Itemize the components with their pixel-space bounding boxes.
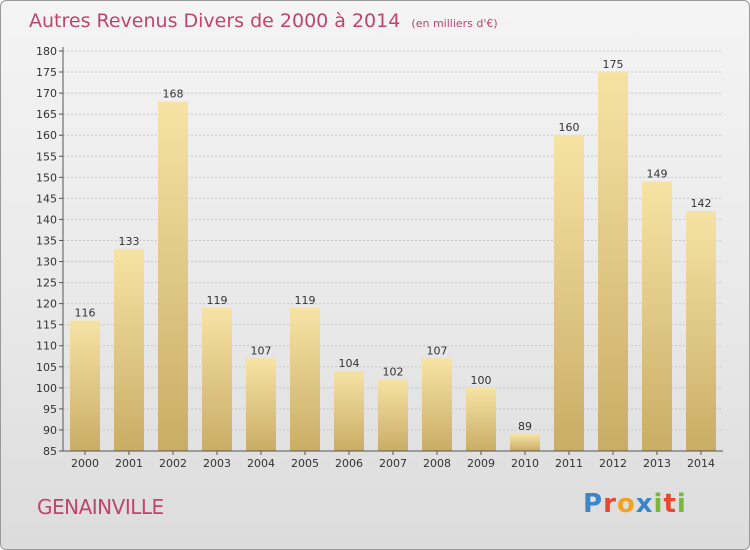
- y-tick-label: 100: [36, 382, 57, 395]
- data-label: 102: [383, 365, 404, 378]
- y-tick-label: 155: [36, 150, 57, 163]
- data-label: 142: [691, 197, 712, 210]
- y-tick-label: 115: [36, 319, 57, 332]
- x-tick-label: 2012: [599, 457, 627, 470]
- logo-letter: t: [663, 489, 677, 519]
- data-label: 107: [427, 344, 448, 357]
- y-tick-label: 165: [36, 108, 57, 121]
- bar: [422, 358, 452, 451]
- data-label: 168: [163, 88, 184, 101]
- bar: [202, 307, 232, 451]
- bar: [554, 135, 584, 452]
- y-tick-label: 145: [36, 192, 57, 205]
- bar: [70, 320, 100, 451]
- x-tick-label: 2005: [291, 457, 319, 470]
- bar: [290, 307, 320, 451]
- y-tick-label: 150: [36, 171, 57, 184]
- logo-letter: i: [653, 489, 664, 519]
- y-tick-label: 110: [36, 340, 57, 353]
- data-label: 116: [75, 306, 96, 319]
- x-tick-label: 2001: [115, 457, 143, 470]
- y-tick-label: 140: [36, 213, 57, 226]
- y-tick-label: 90: [43, 424, 57, 437]
- y-tick-label: 95: [43, 403, 57, 416]
- bar: [114, 248, 144, 451]
- chart-title: Autres Revenus Divers de 2000 à 2014 (en…: [29, 10, 498, 32]
- logo-letter: P: [583, 489, 604, 519]
- y-tick-label: 105: [36, 361, 57, 374]
- x-tick-label: 2000: [71, 457, 99, 470]
- data-label: 107: [251, 344, 272, 357]
- bar: [510, 434, 540, 451]
- x-tick-label: 2007: [379, 457, 407, 470]
- data-label: 104: [339, 357, 360, 370]
- data-label: 175: [603, 58, 624, 71]
- data-label: 119: [295, 294, 316, 307]
- bar: [642, 181, 672, 452]
- chart-title-main: Autres Revenus Divers de 2000 à 2014: [29, 10, 401, 32]
- data-label: 160: [559, 121, 580, 134]
- y-tick-label: 85: [43, 445, 57, 458]
- axes: 85 90 95 100 105 110 115 120 125 130 135 140 145 150 1…: [36, 45, 723, 470]
- y-tick-label: 160: [36, 129, 57, 142]
- chart-title-unit: (en milliers d'€): [411, 17, 498, 30]
- x-tick-label: 2008: [423, 457, 451, 470]
- x-tick-label: 2013: [643, 457, 671, 470]
- logo-letter: o: [616, 489, 636, 519]
- x-tick-label: 2011: [555, 457, 583, 470]
- data-label: 119: [207, 294, 228, 307]
- x-tick-label: 2014: [687, 457, 715, 470]
- proxiti-logo: Proxiti: [583, 489, 687, 519]
- logo-letter: r: [603, 489, 617, 519]
- bar: [598, 72, 628, 451]
- data-label: 89: [518, 420, 532, 433]
- bar: [158, 101, 188, 452]
- y-tick-label: 170: [36, 87, 57, 100]
- data-label: 149: [647, 168, 668, 181]
- x-tick-label: 2003: [203, 457, 231, 470]
- bar: [466, 387, 496, 451]
- y-tick-label: 125: [36, 277, 57, 290]
- bar: [334, 371, 364, 451]
- y-tick-label: 130: [36, 256, 57, 269]
- x-tick-label: 2004: [247, 457, 275, 470]
- logo-letter: i: [676, 489, 687, 519]
- location-name: GENAINVILLE: [37, 495, 164, 519]
- bar: [686, 211, 716, 451]
- data-label: 133: [119, 235, 140, 248]
- x-tick-label: 2010: [511, 457, 539, 470]
- x-tick-label: 2006: [335, 457, 363, 470]
- data-label: 100: [471, 374, 492, 387]
- logo-letter: x: [635, 489, 654, 519]
- bars: 116 133 168 119 107 119 104 102 107 100 89 160 175 14…: [70, 58, 716, 452]
- x-tick-label: 2009: [467, 457, 495, 470]
- y-tick-label: 180: [36, 45, 57, 58]
- bar: [246, 358, 276, 451]
- x-tick-label: 2002: [159, 457, 187, 470]
- y-tick-label: 175: [36, 66, 57, 79]
- y-tick-label: 120: [36, 298, 57, 311]
- bar: [378, 379, 408, 451]
- y-tick-label: 135: [36, 234, 57, 247]
